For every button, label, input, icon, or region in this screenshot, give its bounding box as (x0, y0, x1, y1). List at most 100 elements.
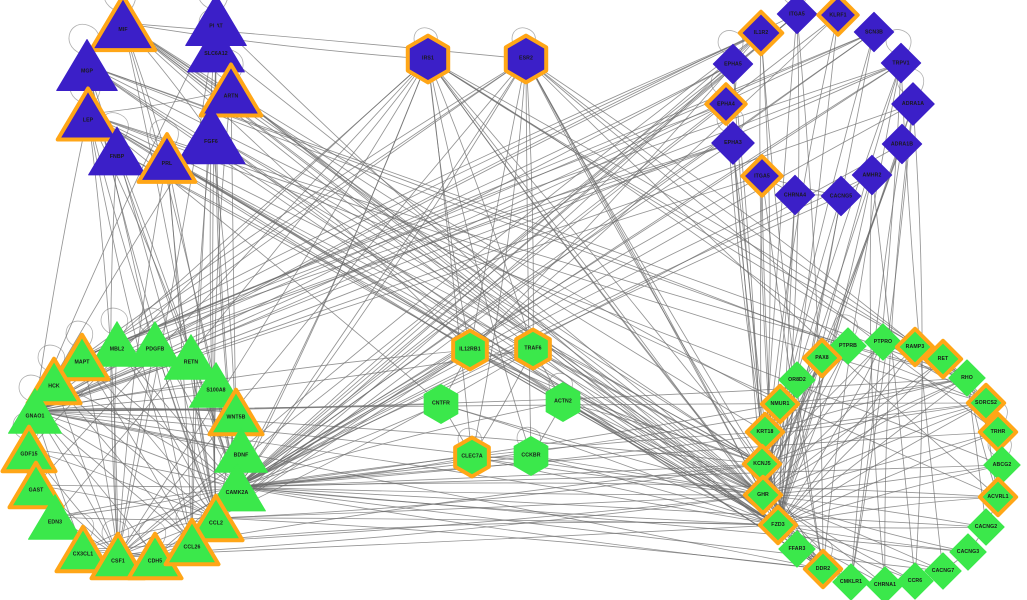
graph-edge (236, 349, 471, 488)
graph-edge (777, 345, 849, 526)
graph-node-irs1[interactable]: IRS1 (403, 33, 454, 85)
graph-edge (762, 494, 944, 572)
graph-edge (236, 431, 999, 488)
graph-node-cacng5[interactable]: CACNG5 (819, 174, 862, 217)
graph-edge (114, 343, 119, 557)
graph-edge (122, 22, 781, 405)
graph-edge (34, 410, 238, 488)
graph-edge (34, 410, 824, 570)
graph-edge (116, 150, 217, 519)
graph-edge (236, 175, 763, 488)
graph-node-cntfr[interactable]: CNTFR (420, 383, 463, 426)
graph-node-il12rb1[interactable]: IL12RB1 (449, 328, 492, 372)
graph-edge (81, 142, 734, 358)
graph-edge (54, 486, 238, 518)
graph-edge (210, 134, 764, 496)
graph-edge (530, 455, 779, 526)
graph-edge (525, 58, 764, 496)
graph-edge (777, 357, 823, 526)
graph-edge (117, 343, 156, 557)
graph-edge (34, 384, 217, 412)
graph-edge (215, 494, 764, 519)
graph-edge (236, 486, 779, 526)
graph-node-prl[interactable]: PRL (136, 132, 198, 184)
graph-edge (100, 307, 129, 337)
graph-edge (209, 134, 217, 519)
graph-node-epha5[interactable]: EPHA5 (711, 42, 754, 85)
graph-edge (34, 402, 987, 412)
graph-edge (762, 174, 873, 496)
graph-edge (762, 341, 884, 496)
graph-edge (210, 134, 763, 465)
node-shape-hexagon: TRAF6 (512, 327, 555, 371)
graph-edge (34, 410, 764, 496)
graph-edge (35, 484, 217, 519)
graph-edge (28, 58, 429, 450)
graph-edge (81, 62, 902, 358)
graph-edge (777, 103, 914, 526)
graph-edge (149, 119, 179, 151)
graph-edge (469, 349, 764, 496)
graph-edge (81, 58, 527, 358)
graph-edge (236, 103, 727, 488)
graph-edge (166, 157, 238, 488)
graph-edge (777, 524, 944, 572)
graph-edge (215, 31, 875, 519)
graph-edge (427, 58, 534, 350)
graph-edge (762, 494, 987, 528)
graph-edge (762, 357, 823, 496)
graph-edge (117, 19, 217, 557)
graph-edge (236, 58, 527, 488)
graph-edge (427, 58, 473, 458)
graph-edge (28, 448, 217, 519)
graph-edge (822, 62, 902, 570)
node-shape-hexagon: CCKBR (510, 435, 553, 478)
graph-node-ccr6[interactable]: CCR6 (895, 561, 935, 600)
graph-edge (717, 30, 744, 58)
graph-node-traf6[interactable]: TRAF6 (512, 327, 555, 371)
graph-edge (525, 58, 532, 457)
graph-edge (469, 14, 839, 351)
graph-edge (525, 58, 763, 465)
graph-node-adra1a[interactable]: ADRA1A (890, 81, 937, 128)
graph-edge (138, 307, 167, 337)
graph-edge (236, 486, 764, 496)
graph-edge (34, 175, 763, 412)
graph-edge (236, 348, 534, 488)
graph-edge (966, 377, 987, 528)
graph-edge (199, 0, 228, 12)
graph-edge (215, 13, 798, 519)
graph-edge (191, 494, 764, 543)
graph-edge (86, 64, 849, 347)
graph-edge (54, 516, 217, 520)
graph-edge (236, 401, 564, 488)
graph-node-esr2[interactable]: ESR2 (501, 33, 552, 85)
graph-node-ccl26[interactable]: CCL26 (163, 517, 221, 567)
graph-edge (777, 524, 987, 529)
graph-edge (471, 456, 779, 526)
graph-node-cckbr[interactable]: CCKBR (510, 435, 553, 478)
graph-node-chrna4[interactable]: CHRNA4 (773, 173, 816, 216)
node-shape-triangle: PRL (136, 132, 198, 184)
node-shape-diamond: ADRA1A (890, 81, 937, 128)
graph-node-mgp[interactable]: MGP (55, 37, 120, 92)
node-shape-hexagon: CNTFR (420, 383, 463, 426)
graph-node-actn2[interactable]: ACTN2 (542, 381, 585, 424)
graph-node-clec7a[interactable]: CLEC7A (451, 435, 494, 479)
graph-edge (122, 22, 429, 60)
graph-node-trpv1[interactable]: TRPV1 (879, 41, 922, 84)
graph-edge (762, 345, 849, 496)
node-shape-hexagon: IRS1 (403, 33, 454, 85)
graph-edge (215, 58, 527, 519)
graph-edge (215, 463, 763, 519)
node-shape-diamond: EPHA5 (711, 42, 754, 85)
graph-edge (777, 464, 1003, 526)
graph-edge (236, 486, 987, 528)
graph-node-itga5[interactable]: ITGA5 (775, 0, 818, 36)
graph-edge (215, 348, 534, 519)
graph-edge (81, 103, 727, 358)
graph-edge (81, 63, 734, 358)
graph-edge (761, 341, 884, 465)
